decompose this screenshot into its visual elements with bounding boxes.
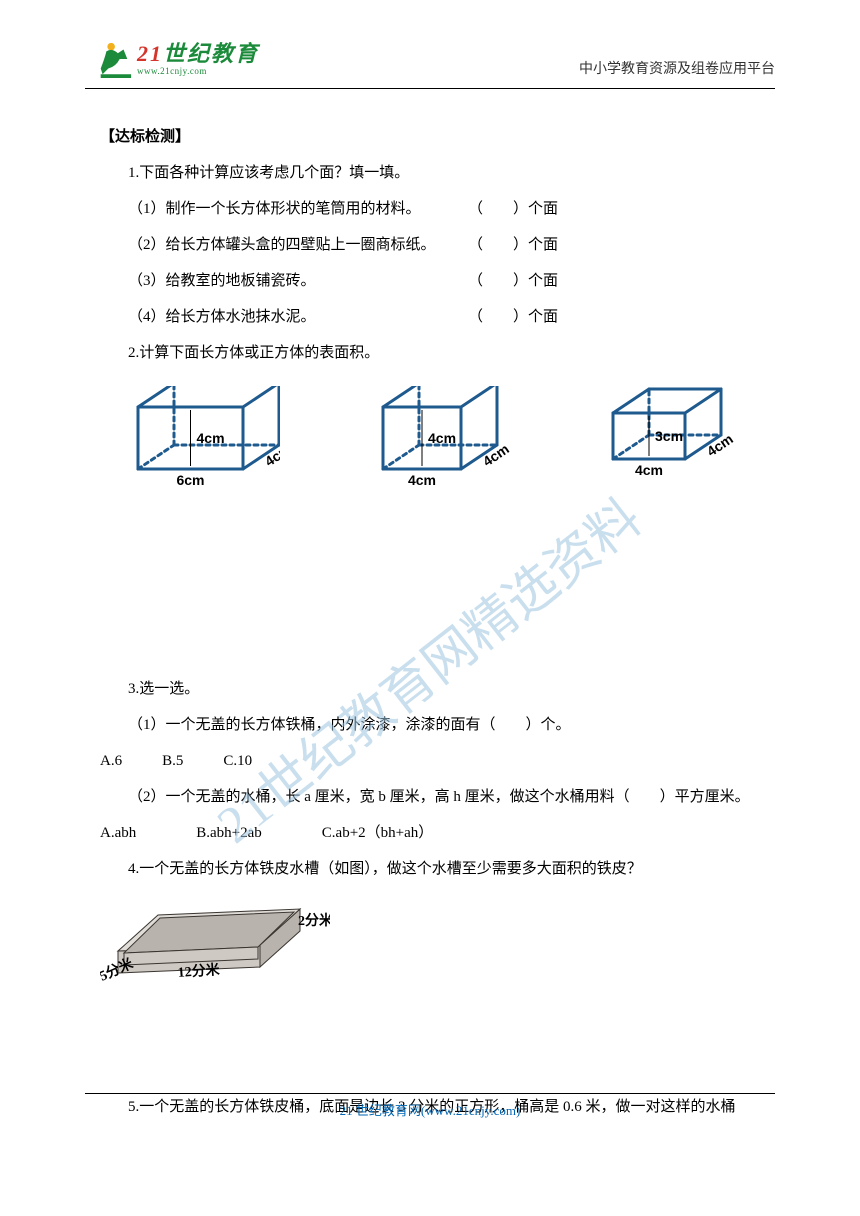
section-title: 【达标检测】 [100, 119, 760, 155]
q3-ans1-c: C.10 [223, 743, 252, 779]
q4-figure-wrap: 5分米12分米2分米 [100, 895, 760, 999]
q1-item-text: （2）给长方体罐头盒的四壁贴上一圈商标纸。 [128, 227, 468, 263]
page-content: 【达标检测】 1.下面各种计算应该考虑几个面？填一填。 （1）制作一个长方体形状… [0, 89, 860, 1125]
logo-text: 21世纪教育 www.21cnjy.com [137, 43, 259, 76]
q1-item-1: （1）制作一个长方体形状的笔筒用的材料。 （ ）个面 [100, 191, 760, 227]
q3-sub1: （1）一个无盖的长方体铁桶，内外涂漆，涂漆的面有（ ）个。 [100, 707, 760, 743]
page-footer: 21 世纪教育网(www.21cnjy.com) [85, 1093, 775, 1119]
q3-ans2-a: A.abh [100, 815, 136, 851]
svg-text:4cm: 4cm [635, 462, 663, 478]
q1-item-paren: （ ）个面 [468, 191, 558, 227]
logo: 21世纪教育 www.21cnjy.com [95, 40, 259, 78]
q3-answers1: A.6 B.5 C.10 [100, 743, 760, 779]
q1-item-text: （1）制作一个长方体形状的笔筒用的材料。 [128, 191, 468, 227]
q1-item-paren: （ ）个面 [468, 227, 558, 263]
q1-stem: 1.下面各种计算应该考虑几个面？填一填。 [100, 155, 760, 191]
q3-answers2: A.abh B.abh+2ab C.ab+2（bh+ah） [100, 815, 760, 851]
q3-sub2: （2）一个无盖的水桶，长 a 厘米，宽 b 厘米，高 h 厘米，做这个水桶用料（… [100, 779, 760, 815]
cuboid-figure-2: 4cm4cm4cm [375, 386, 510, 491]
logo-cn: 世纪教育 [163, 41, 259, 66]
header-platform-text: 中小学教育资源及组卷应用平台 [579, 58, 775, 78]
svg-text:2分米: 2分米 [298, 912, 330, 929]
q1-item-4: （4）给长方体水池抹水泥。 （ ）个面 [100, 299, 760, 335]
footer-text: 21 世纪教育网 [340, 1103, 421, 1118]
svg-text:4cm: 4cm [428, 430, 456, 446]
svg-text:6cm: 6cm [176, 472, 204, 488]
q4-stem: 4.一个无盖的长方体铁皮水槽（如图），做这个水槽至少需要多大面积的铁皮？ [100, 851, 760, 887]
q1-item-text: （4）给长方体水池抹水泥。 [128, 299, 468, 335]
q2-figures: 6cm4cm4cm 4cm4cm4cm 4cm4cm3cm [100, 371, 740, 501]
svg-text:4cm: 4cm [197, 430, 225, 446]
q3-ans1-a: A.6 [100, 743, 122, 779]
q1-item-paren: （ ）个面 [468, 299, 558, 335]
logo-icon [95, 40, 133, 78]
q3-ans2-c: C.ab+2（bh+ah） [322, 815, 434, 851]
trough-figure: 5分米12分米2分米 [100, 895, 330, 985]
q1-item-text: （3）给教室的地板铺瓷砖。 [128, 263, 468, 299]
page-header: 21世纪教育 www.21cnjy.com 中小学教育资源及组卷应用平台 [85, 0, 775, 89]
spacer [100, 501, 760, 671]
svg-text:3cm: 3cm [655, 428, 683, 444]
spacer [100, 999, 760, 1089]
svg-text:4cm: 4cm [408, 472, 436, 488]
q1-item-3: （3）给教室的地板铺瓷砖。 （ ）个面 [100, 263, 760, 299]
q3-stem: 3.选一选。 [100, 671, 760, 707]
q3-ans2-b: B.abh+2ab [196, 815, 262, 851]
logo-num: 21 [137, 41, 163, 66]
q1-item-paren: （ ）个面 [468, 263, 558, 299]
logo-url: www.21cnjy.com [137, 67, 259, 76]
cuboid-figure-1: 6cm4cm4cm [130, 386, 280, 491]
q3-ans1-b: B.5 [162, 743, 183, 779]
q2-stem: 2.计算下面长方体或正方体的表面积。 [100, 335, 760, 371]
footer-url: (www.21cnjy.com) [421, 1103, 520, 1118]
cuboid-figure-3: 4cm4cm3cm [605, 386, 740, 481]
q1-item-2: （2）给长方体罐头盒的四壁贴上一圈商标纸。 （ ）个面 [100, 227, 760, 263]
